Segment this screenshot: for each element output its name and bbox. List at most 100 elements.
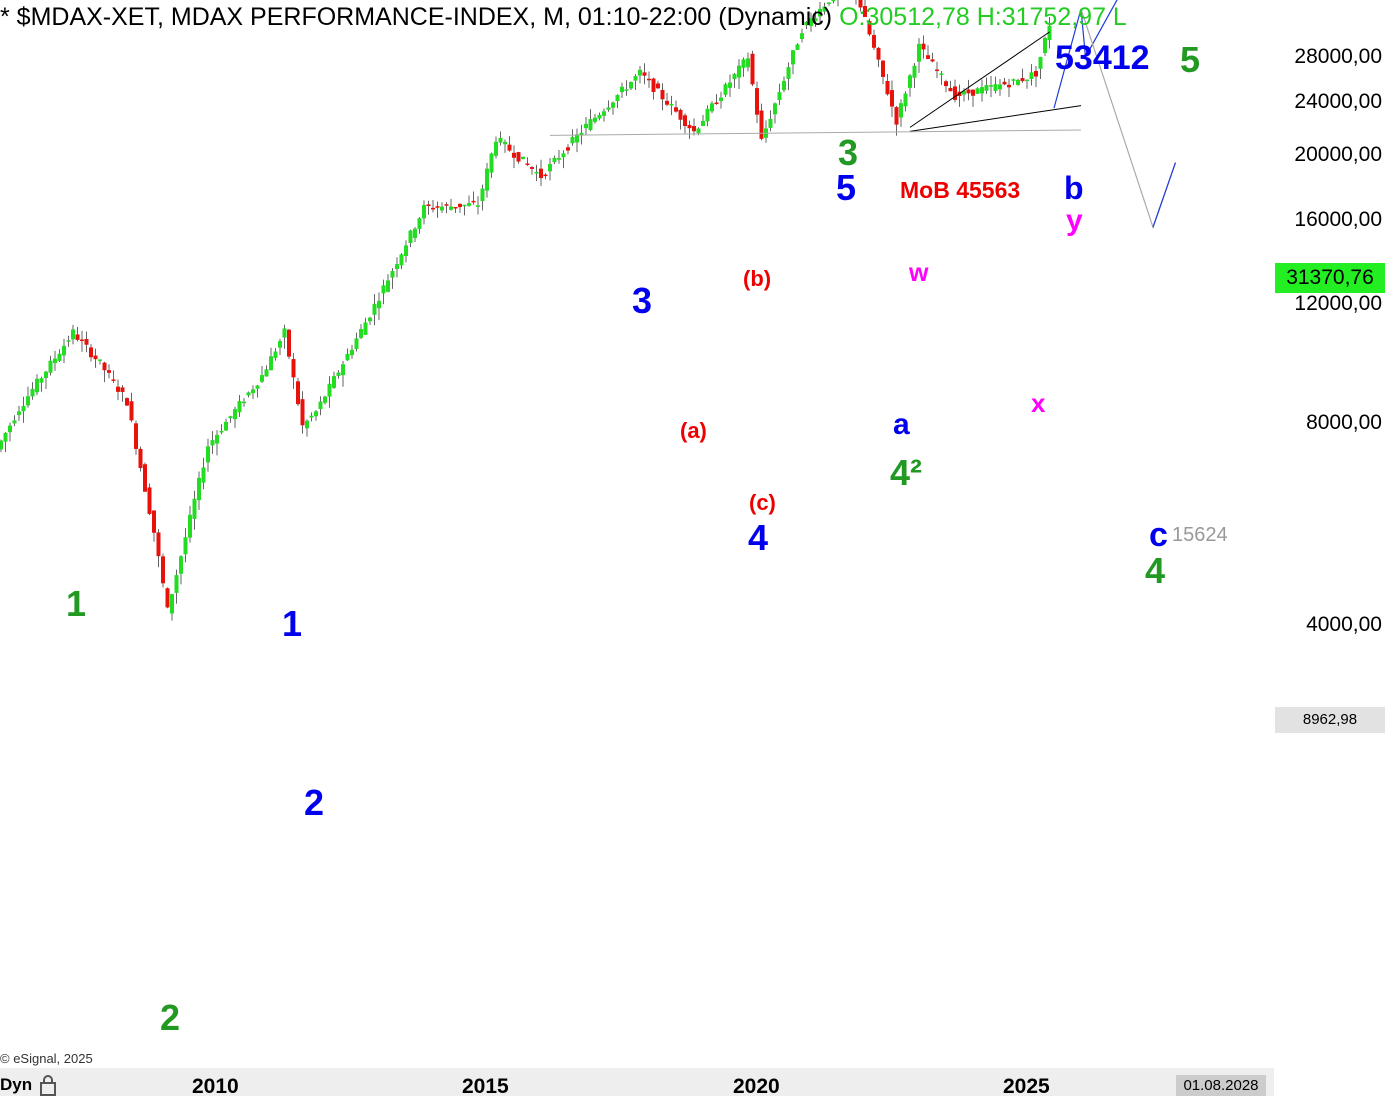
wave-label-c-paren: (c)	[749, 490, 776, 515]
candle-body	[336, 372, 341, 376]
candle-body	[138, 448, 143, 469]
candle-body	[1043, 37, 1047, 54]
candle-body	[215, 434, 219, 444]
candle-body	[377, 300, 381, 309]
lock-icon[interactable]	[38, 1074, 58, 1096]
candle-body	[948, 87, 953, 92]
candle-body	[300, 399, 305, 426]
candle-body	[84, 338, 89, 345]
end-date-label: 01.08.2028	[1176, 1075, 1266, 1096]
ohlc-readout: O:30512,78 H:31752,97 L	[839, 3, 1127, 31]
candle-body	[287, 329, 291, 357]
candle-body	[224, 421, 228, 431]
candle-body	[993, 84, 998, 91]
candle-body	[143, 464, 147, 492]
mob-label: MoB 45563	[900, 177, 1021, 203]
candle-body	[363, 322, 368, 335]
candle-body	[345, 353, 350, 361]
candle-body	[795, 44, 800, 50]
candle-body	[750, 53, 755, 85]
candle-body	[494, 141, 498, 156]
year-label: 2025	[1003, 1075, 1050, 1098]
candle-body	[687, 124, 692, 129]
candle-body	[368, 317, 372, 322]
candle-body	[822, 6, 827, 12]
candle-body	[678, 109, 683, 120]
wave-label-y: y	[1066, 204, 1083, 237]
candle-body	[570, 136, 575, 144]
candle-body	[876, 47, 881, 60]
candle-body	[71, 329, 75, 340]
candle-body	[894, 107, 899, 125]
candle-body	[1047, 25, 1052, 41]
candle-body	[48, 360, 53, 373]
candle-body	[863, 6, 867, 17]
candle-body	[584, 123, 588, 129]
price-tick-label: 20000,00	[1294, 143, 1382, 167]
candle-body	[404, 245, 408, 257]
candle-body	[597, 114, 602, 119]
candle-body	[0, 440, 3, 450]
candle-body	[1025, 79, 1029, 82]
candle-body	[1011, 79, 1016, 81]
chart-title: * $MDAX-XET, MDAX PERFORMANCE-INDEX, M, …	[0, 3, 1127, 32]
wave-label-a: a	[893, 408, 910, 441]
candle-body	[966, 89, 971, 94]
candle-body	[305, 420, 309, 429]
year-label: 2020	[733, 1075, 780, 1098]
candle-body	[228, 416, 233, 419]
candle-body	[1029, 72, 1034, 79]
candle-body	[872, 35, 876, 48]
candle-body	[606, 107, 611, 110]
candle-body	[692, 126, 696, 132]
candle-body	[782, 80, 786, 91]
candle-body	[458, 203, 462, 208]
candle-body	[917, 43, 921, 62]
candle-body	[629, 82, 633, 89]
candle-body	[813, 18, 818, 22]
candle-body	[908, 75, 912, 88]
candle-body	[885, 80, 890, 95]
candle-body	[408, 230, 413, 244]
candle-body	[264, 369, 269, 377]
candle-body	[170, 594, 174, 614]
candle-body	[309, 415, 314, 418]
candle-body	[638, 69, 642, 76]
candle-body	[588, 119, 593, 131]
candle-body	[899, 103, 903, 118]
candle-body	[485, 168, 489, 191]
candle-body	[102, 362, 107, 371]
candle-body	[255, 385, 260, 389]
candle-body	[219, 430, 224, 433]
candle-body	[449, 206, 453, 210]
wave-label-b: b	[1064, 170, 1084, 206]
price-marker: 8962,98	[1275, 707, 1385, 733]
candle-body	[30, 388, 35, 397]
candle-body	[237, 401, 242, 413]
candle-body	[341, 364, 345, 376]
trendline	[909, 31, 1050, 128]
candle-body	[921, 43, 926, 50]
candle-body	[399, 254, 404, 266]
candle-body	[453, 206, 458, 209]
candle-body	[111, 379, 116, 381]
candle-body	[422, 205, 426, 219]
candle-body	[827, 2, 831, 4]
candle-body	[683, 115, 687, 127]
candle-body	[903, 93, 908, 107]
candle-body	[75, 334, 80, 340]
wave-label-a-paren: (a)	[680, 418, 707, 443]
candle-body	[786, 67, 791, 79]
projection-c-tick	[1152, 162, 1177, 228]
candle-body	[260, 375, 264, 382]
candle-body	[246, 392, 251, 396]
candle-body	[440, 206, 444, 211]
candle-body	[462, 204, 467, 207]
candle-body	[17, 411, 21, 416]
candle-body	[660, 89, 665, 100]
candle-body	[611, 102, 615, 108]
candle-body	[768, 118, 773, 128]
year-label: 2015	[462, 1075, 509, 1098]
candle-body	[417, 218, 422, 229]
